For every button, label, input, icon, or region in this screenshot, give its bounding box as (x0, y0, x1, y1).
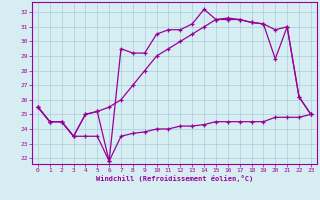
X-axis label: Windchill (Refroidissement éolien,°C): Windchill (Refroidissement éolien,°C) (96, 175, 253, 182)
